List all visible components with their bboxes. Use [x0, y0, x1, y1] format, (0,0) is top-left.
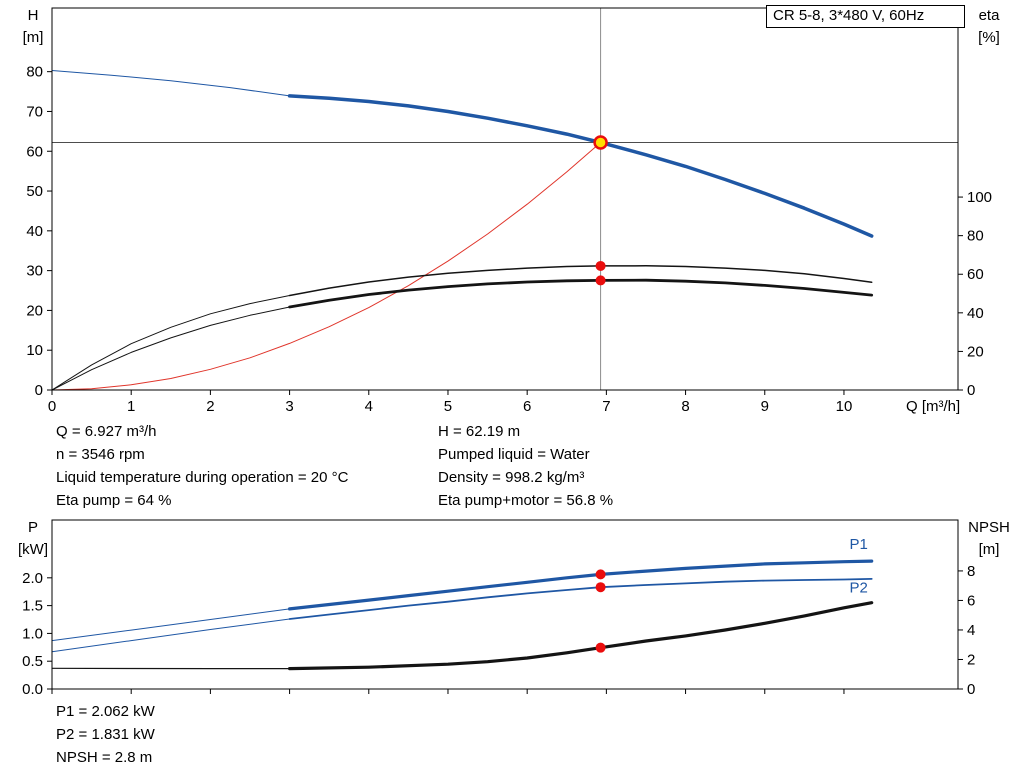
svg-text:20: 20: [967, 343, 984, 360]
svg-text:60: 60: [26, 143, 43, 160]
svg-text:8: 8: [967, 563, 975, 580]
svg-text:0.5: 0.5: [22, 653, 43, 670]
svg-text:[m]: [m]: [979, 541, 1000, 558]
duty-info-right: H = 62.19 m Pumped liquid = Water Densit…: [438, 420, 613, 512]
svg-text:2.0: 2.0: [22, 570, 43, 587]
svg-text:0: 0: [35, 382, 43, 399]
svg-text:P2: P2: [850, 579, 868, 596]
info-line-p1: P1 = 2.062 kW: [56, 703, 155, 720]
info-line-pumped-liquid: Pumped liquid = Water: [438, 446, 590, 463]
svg-text:2: 2: [967, 651, 975, 668]
svg-text:10: 10: [836, 398, 853, 415]
svg-text:1.5: 1.5: [22, 598, 43, 615]
duty-info-left: Q = 6.927 m³/h n = 3546 rpm Liquid tempe…: [56, 420, 348, 512]
info-line-eta-pump-motor: Eta pump+motor = 56.8 %: [438, 492, 614, 509]
svg-text:80: 80: [967, 228, 984, 245]
svg-text:NPSH: NPSH: [968, 519, 1010, 536]
svg-text:100: 100: [967, 189, 992, 206]
svg-text:[%]: [%]: [978, 29, 1000, 46]
svg-text:60: 60: [967, 266, 984, 283]
svg-text:1: 1: [127, 398, 135, 415]
svg-text:0.0: 0.0: [22, 681, 43, 698]
svg-text:0: 0: [967, 681, 975, 698]
svg-text:6: 6: [523, 398, 531, 415]
svg-text:50: 50: [26, 183, 43, 200]
svg-text:20: 20: [26, 302, 43, 319]
power-info: P1 = 2.062 kW P2 = 1.831 kW NPSH = 2.8 m: [56, 700, 155, 769]
svg-text:70: 70: [26, 103, 43, 120]
info-line-eta-pump: Eta pump = 64 %: [56, 492, 172, 509]
svg-text:1.0: 1.0: [22, 625, 43, 642]
svg-text:40: 40: [26, 223, 43, 240]
svg-text:H: H: [28, 7, 39, 24]
svg-text:9: 9: [761, 398, 769, 415]
svg-text:P1: P1: [850, 536, 868, 553]
svg-text:eta: eta: [979, 7, 1001, 24]
svg-text:7: 7: [602, 398, 610, 415]
svg-text:4: 4: [365, 398, 373, 415]
info-line-liquid-temperature: Liquid temperature during operation = 20…: [56, 469, 349, 486]
svg-text:[kW]: [kW]: [18, 541, 48, 558]
info-line-p2: P2 = 1.831 kW: [56, 726, 155, 743]
svg-text:2: 2: [206, 398, 214, 415]
svg-text:6: 6: [967, 592, 975, 609]
svg-text:0: 0: [967, 382, 975, 399]
info-line-flow: Q = 6.927 m³/h: [56, 423, 157, 440]
svg-text:[m]: [m]: [23, 29, 44, 46]
info-line-npsh: NPSH = 2.8 m: [56, 749, 153, 766]
info-line-head: H = 62.19 m: [438, 423, 521, 440]
svg-text:0: 0: [48, 398, 56, 415]
svg-text:Q [m³/h]: Q [m³/h]: [906, 398, 960, 415]
svg-text:P: P: [28, 519, 38, 536]
svg-text:3: 3: [285, 398, 293, 415]
svg-text:10: 10: [26, 342, 43, 359]
svg-text:8: 8: [681, 398, 689, 415]
pump-model-label: CR 5-8, 3*480 V, 60Hz: [773, 7, 925, 24]
info-line-speed: n = 3546 rpm: [56, 446, 145, 463]
svg-text:40: 40: [967, 305, 984, 322]
svg-text:4: 4: [967, 622, 975, 639]
svg-text:30: 30: [26, 263, 43, 280]
svg-text:5: 5: [444, 398, 452, 415]
svg-text:80: 80: [26, 64, 43, 81]
info-line-density: Density = 998.2 kg/m³: [438, 469, 585, 486]
pump-model-label-box: CR 5-8, 3*480 V, 60Hz: [766, 5, 965, 28]
